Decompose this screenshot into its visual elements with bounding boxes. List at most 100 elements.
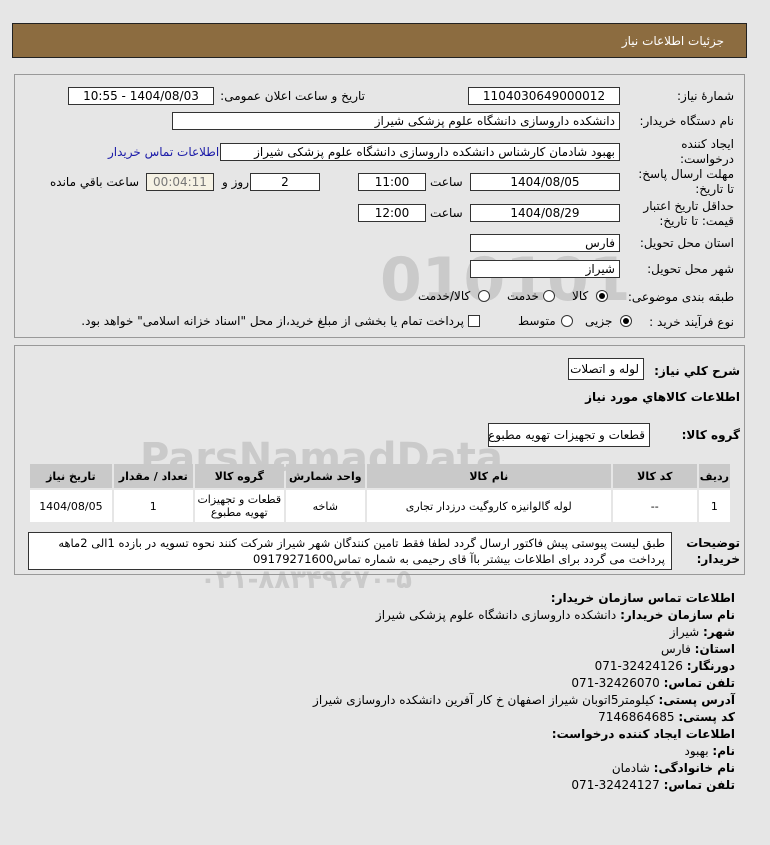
contact-key: کد پستی: (678, 710, 735, 724)
table-header-row: ردیف کد کالا نام کالا واحد شمارش گروه کا… (30, 464, 730, 488)
city-label: شهر محل تحویل: (647, 262, 734, 276)
validity-label: حداقل تاریخ اعتبار قیمت: تا تاریخ: (643, 199, 734, 228)
buyer-field[interactable]: دانشکده داروسازی دانشگاه علوم پزشکی شیرا… (172, 112, 620, 130)
watermark-phone: ۰۲۱-۸۸۳۴۹۶۷۰-۵ (200, 565, 413, 595)
cell-unit: شاخه (285, 490, 365, 522)
cell-code: -- (612, 490, 697, 522)
contact-city: شهر: شیراز (313, 624, 735, 641)
contact-org: نام سازمان خریدار: دانشکده داروسازی دانش… (313, 607, 735, 624)
validity-time-label: ساعت (430, 206, 463, 220)
contact-value: شادمان (611, 761, 650, 775)
contact-info: اطلاعات تماس سازمان خریدار: نام سازمان خ… (313, 590, 735, 794)
contact-key: استان: (694, 642, 735, 656)
province-label: استان محل تحویل: (639, 236, 734, 250)
contact-value: 071-32424127 (571, 778, 660, 792)
page-title: جزئيات اطلاعات نياز (621, 34, 724, 48)
contact-key: نام: (712, 744, 735, 758)
deadline-label: مهلت ارسال پاسخ: تا تاریخ: (638, 167, 734, 196)
group-label: گروه کالا: (681, 428, 740, 442)
page-header: جزئيات اطلاعات نياز (12, 23, 747, 58)
days-field[interactable]: 2 (250, 173, 320, 191)
desc-field[interactable]: طبق لیست پیوستی پیش فاکتور ارسال گردد لط… (28, 532, 672, 570)
process-option-medium: متوسط (518, 314, 556, 328)
days-label: روز و (222, 175, 249, 189)
creator-first-name: نام: بهبود (313, 743, 735, 760)
process-radio-medium[interactable] (561, 315, 573, 327)
announce-field[interactable]: 1404/08/03 - 10:55 (68, 87, 214, 105)
validity-time-field[interactable]: 12:00 (358, 204, 426, 222)
contact-province: استان: فارس (313, 641, 735, 658)
category-label: طبقه بندی موضوعی: (627, 290, 734, 304)
city-field[interactable]: شیراز (470, 260, 620, 278)
category-option-goods: کالا (572, 289, 589, 303)
process-label: نوع فرآیند خرید : (649, 315, 734, 329)
cell-date: 1404/08/05 (30, 490, 112, 522)
col-date: تاریخ نیاز (30, 464, 112, 488)
need-number-label: شمارهٔ نیاز: (677, 89, 734, 103)
contact-fax: دورنگار: 071-32424126 (313, 658, 735, 675)
cell-qty: 1 (113, 490, 193, 522)
remaining-label: ساعت باقي مانده (50, 175, 140, 189)
category-radio-goods[interactable] (596, 290, 608, 302)
process-option-minor: جزیی (585, 314, 613, 328)
goods-section-title: اطلاعات کالاهاي مورد نياز (585, 390, 740, 404)
group-field[interactable]: قطعات و تجهیزات تهویه مطبوع (488, 423, 650, 447)
contact-value: 071-32426070 (571, 676, 660, 690)
category-option-both: کالا/خدمت (418, 289, 471, 303)
creator-info-title: اطلاعات ایجاد کننده درخواست: (551, 727, 735, 741)
contact-key: نام خانوادگی: (653, 761, 735, 775)
contact-key: تلفن تماس: (663, 676, 735, 690)
goods-table: ردیف کد کالا نام کالا واحد شمارش گروه کا… (28, 462, 732, 524)
contact-value: فارس (660, 642, 691, 656)
creator-phone: تلفن تماس: 071-32424127 (313, 777, 735, 794)
creator-field[interactable]: بهبود شادمان کارشناس دانشکده داروسازی دا… (220, 143, 620, 161)
buyer-label: نام دستگاه خریدار: (639, 114, 735, 128)
payment-note: پرداخت تمام یا بخشی از مبلغ خرید،از محل … (81, 314, 464, 328)
cell-group: قطعات و تجهیزات تهویه مطبوع (194, 490, 284, 522)
contact-key: آدرس پستی: (658, 693, 735, 707)
contact-key: دورنگار: (686, 659, 735, 673)
category-option-service: خدمت (507, 289, 539, 303)
contact-value: دانشکده داروسازی دانشگاه علوم پزشکی شیرا… (375, 608, 617, 622)
summary-label: شرح کلي نياز: (654, 364, 740, 378)
contact-phone: تلفن تماس: 071-32426070 (313, 675, 735, 692)
contact-postal: کد پستی: 7146864685 (313, 709, 735, 726)
contact-value: بهبود (684, 744, 709, 758)
deadline-date-field[interactable]: 1404/08/05 (470, 173, 620, 191)
summary-field[interactable]: لوله و اتصلات (568, 358, 644, 380)
contact-key: شهر: (703, 625, 735, 639)
deadline-time-label: ساعت (430, 175, 463, 189)
category-radio-both[interactable] (478, 290, 490, 302)
col-unit: واحد شمارش (285, 464, 365, 488)
contact-value: 071-32424126 (594, 659, 683, 673)
col-code: کد کالا (612, 464, 697, 488)
payment-checkbox[interactable] (468, 315, 480, 327)
col-row: ردیف (698, 464, 730, 488)
category-radio-service[interactable] (543, 290, 555, 302)
cell-row: 1 (698, 490, 730, 522)
creator-last-name: نام خانوادگی: شادمان (313, 760, 735, 777)
contact-title: اطلاعات تماس سازمان خریدار: (550, 591, 735, 605)
contact-value: کیلومتر5اتوبان شیراز اصفهان خ کار آفرین … (313, 693, 655, 707)
province-field[interactable]: فارس (470, 234, 620, 252)
col-group: گروه کالا (194, 464, 284, 488)
need-number-field[interactable]: 1104030649000012 (468, 87, 620, 105)
announce-label: تاریخ و ساعت اعلان عمومی: (220, 89, 365, 103)
desc-label: توضیحات خریدار: (686, 536, 740, 566)
deadline-time-field[interactable]: 11:00 (358, 173, 426, 191)
contact-address: آدرس پستی: کیلومتر5اتوبان شیراز اصفهان خ… (313, 692, 735, 709)
process-radio-minor[interactable] (620, 315, 632, 327)
col-name: نام کالا (366, 464, 611, 488)
contact-value: شیراز (669, 625, 700, 639)
contact-value: 7146864685 (598, 710, 675, 724)
remaining-time-field: 00:04:11 (146, 173, 214, 191)
cell-name: لوله گالوانیزه کاروگیت درزدار تجاری (366, 490, 611, 522)
creator-label: ایجاد کننده درخواست: (680, 137, 734, 166)
contact-key: نام سازمان خریدار: (620, 608, 735, 622)
buyer-contact-link[interactable]: اطلاعات تماس خریدار (108, 145, 220, 159)
contact-key: تلفن تماس: (663, 778, 735, 792)
table-row: 1 -- لوله گالوانیزه کاروگیت درزدار تجاری… (30, 490, 730, 522)
validity-date-field[interactable]: 1404/08/29 (470, 204, 620, 222)
col-qty: تعداد / مقدار (113, 464, 193, 488)
watermark: 010101 (380, 245, 631, 315)
